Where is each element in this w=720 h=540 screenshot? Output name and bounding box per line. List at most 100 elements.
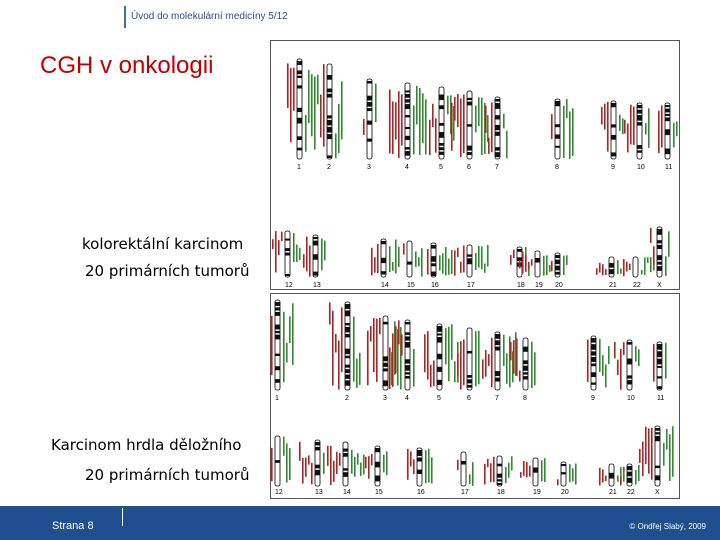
colorectal-row2-chromosome-label-18: 18 — [517, 282, 525, 289]
aberration-bar — [645, 426, 647, 465]
header-divider — [124, 6, 126, 28]
aberration-bar — [626, 261, 628, 272]
aberration-bar — [442, 253, 444, 274]
aberration-bar — [290, 68, 292, 143]
section2-title: Karcinom hrdla děložního — [51, 436, 242, 454]
aberration-bar — [490, 463, 492, 482]
aberration-bar — [488, 137, 490, 154]
aberration-bar — [401, 94, 403, 146]
aberration-bar — [413, 105, 415, 155]
aberration-bar — [544, 458, 546, 483]
cervical-row1-chromosome-11 — [656, 341, 663, 391]
cervical-row2-chromosome-label-16: 16 — [417, 489, 425, 496]
aberration-bar — [336, 451, 338, 475]
cervical-row2-chromosome-19 — [532, 457, 539, 487]
aberration-bar — [363, 454, 365, 475]
aberration-bar — [323, 452, 325, 474]
colorectal-row2-chromosome-14 — [380, 238, 387, 278]
aberration-bar — [379, 317, 381, 335]
aberration-bar — [478, 330, 480, 385]
colorectal-row1-chromosome-8 — [554, 98, 561, 160]
cervical-row2-chromosome-22 — [626, 463, 633, 487]
aberration-bar — [383, 454, 385, 473]
aberration-bar — [663, 442, 665, 466]
cervical-cgh-karyogram: 1 2 3 4 5 6 7 8 9 10 11 12 13 14 15 16 17 18 19 20 21 22 X — [270, 293, 680, 499]
aberration-bar — [329, 302, 331, 325]
colorectal-row1-chromosome-1 — [296, 58, 303, 160]
aberration-bar — [410, 451, 412, 467]
aberration-bar — [457, 247, 459, 258]
aberration-bar — [665, 342, 667, 379]
aberration-bar — [485, 105, 487, 133]
aberration-bar — [522, 251, 524, 274]
aberration-bar — [491, 102, 493, 153]
colorectal-row1-chromosome-label-6: 6 — [467, 164, 471, 171]
aberration-bar — [415, 251, 417, 267]
aberration-bar — [648, 108, 650, 148]
colorectal-row1-chromosome-label-9: 9 — [611, 164, 615, 171]
aberration-bar — [478, 97, 480, 127]
aberration-bar — [623, 466, 625, 472]
aberration-bar — [549, 264, 551, 272]
colorectal-row1-chromosome-9 — [610, 100, 617, 160]
cervical-row1-chromosome-1 — [274, 299, 281, 391]
aberration-bar — [599, 338, 601, 373]
aberration-bar — [672, 426, 674, 477]
aberration-bar — [487, 245, 489, 267]
aberration-bar — [563, 105, 565, 159]
cervical-row2-chromosome-18 — [496, 455, 503, 487]
colorectal-row2-chromosome-22 — [632, 256, 639, 278]
aberration-bar — [323, 64, 325, 147]
aberration-bar — [432, 103, 434, 128]
cervical-row2-chromosome-label-21: 21 — [609, 489, 617, 496]
aberration-bar — [371, 247, 373, 276]
aberration-bar — [398, 246, 400, 267]
aberration-bar — [311, 462, 313, 485]
aberration-bar — [575, 463, 577, 485]
aberration-bar — [391, 352, 393, 386]
aberration-bar — [622, 118, 624, 135]
aberration-bar — [484, 263, 486, 273]
cervical-row2-chromosome-label-13: 13 — [315, 489, 323, 496]
aberration-bar — [648, 428, 650, 474]
cervical-row1-chromosome-label-10: 10 — [627, 395, 635, 402]
aberration-bar — [566, 99, 568, 119]
aberration-bar — [351, 449, 353, 474]
colorectal-row1-chromosome-label-7: 7 — [495, 164, 499, 171]
aberration-bar — [623, 259, 625, 277]
aberration-bar — [454, 96, 456, 121]
cervical-row1-chromosome-label-11: 11 — [657, 395, 664, 402]
aberration-bar — [457, 459, 459, 471]
aberration-bar — [604, 103, 606, 130]
aberration-bar — [485, 350, 487, 377]
aberration-bar — [551, 114, 553, 140]
cervical-row1-chromosome-label-9: 9 — [591, 395, 595, 402]
aberration-bar — [386, 451, 388, 476]
colorectal-row1-chromosome-label-3: 3 — [367, 164, 371, 171]
cervical-row2-chromosome-21 — [608, 463, 615, 487]
aberration-bar — [503, 334, 505, 367]
aberration-bar — [401, 334, 403, 356]
colorectal-row2-chromosome-label-12: 12 — [285, 282, 293, 289]
aberration-bar — [488, 354, 490, 366]
aberration-bar — [363, 118, 365, 135]
cervical-row1-chromosome-7 — [494, 331, 501, 391]
aberration-bar — [525, 254, 527, 272]
aberration-bar — [645, 123, 647, 135]
aberration-bar — [286, 443, 288, 483]
aberration-bar — [338, 340, 340, 390]
aberration-bar — [373, 318, 375, 372]
aberration-bar — [511, 456, 513, 471]
aberration-bar — [566, 255, 568, 265]
aberration-bar — [296, 244, 298, 262]
aberration-bar — [487, 115, 489, 142]
aberration-bar — [341, 81, 343, 140]
aberration-bar — [453, 106, 455, 141]
colorectal-row1-chromosome-11 — [664, 102, 671, 160]
aberration-bar — [299, 441, 301, 461]
colorectal-cgh-karyogram: 1 2 3 4 5 6 7 8 9 10 11 12 13 14 15 16 17 18 19 20 21 22 X — [270, 40, 680, 290]
aberration-bar — [608, 346, 610, 365]
cervical-row2-chromosome-16 — [416, 447, 423, 487]
aberration-bar — [529, 465, 531, 477]
aberration-bar — [425, 450, 427, 484]
